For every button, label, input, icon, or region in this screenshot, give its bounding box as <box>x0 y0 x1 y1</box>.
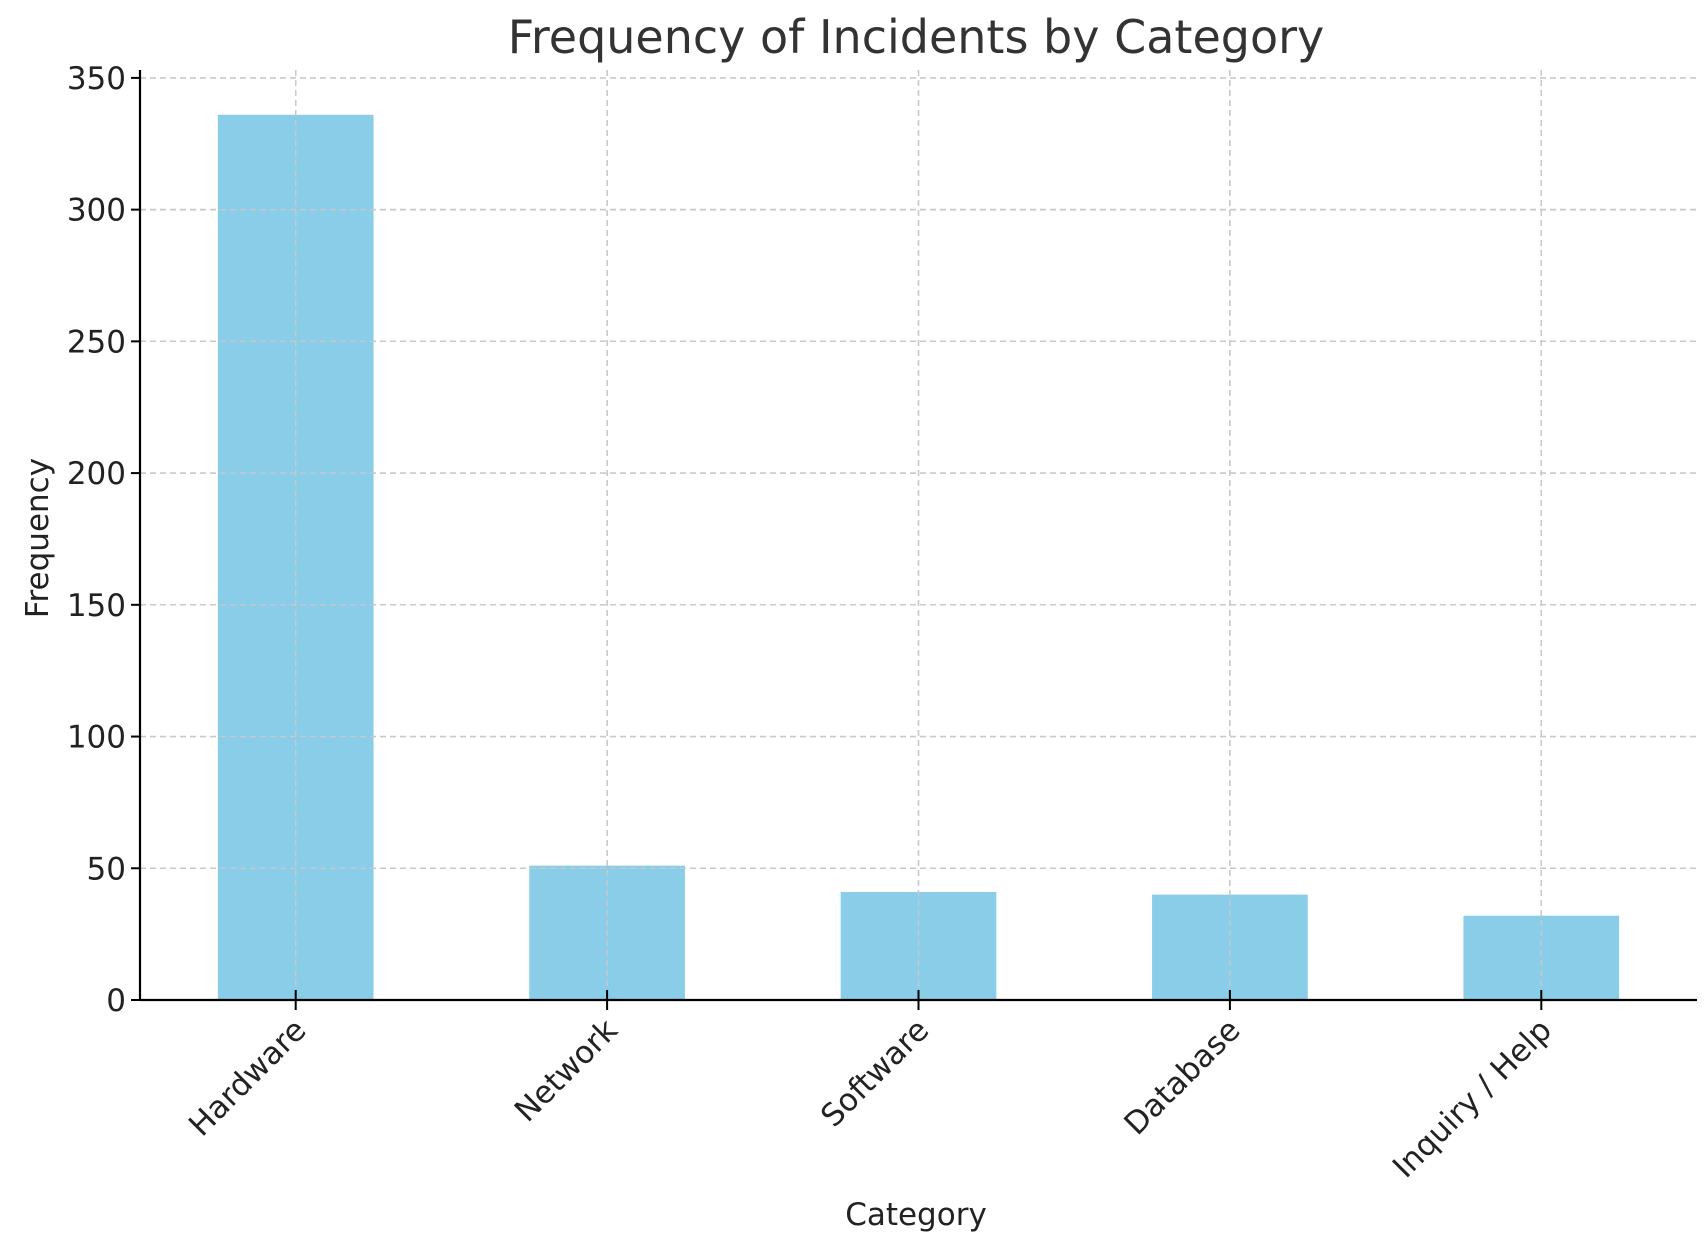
y-tick-label: 350 <box>67 61 126 97</box>
y-tick-label: 100 <box>67 720 126 756</box>
y-tick-label: 50 <box>87 851 126 887</box>
y-tick-label: 0 <box>106 983 126 1019</box>
y-tick-label: 150 <box>67 588 126 624</box>
x-tick-label: Hardware <box>182 1012 313 1143</box>
x-axis-title: Category <box>845 1197 987 1233</box>
chart-title: Frequency of Incidents by Category <box>508 10 1324 64</box>
x-tick-label: Database <box>1118 1012 1248 1142</box>
y-tick-label: 300 <box>67 193 126 229</box>
x-tick-label: Software <box>814 1012 936 1134</box>
bar-hardware <box>217 114 374 1000</box>
y-tick-label: 200 <box>67 456 126 492</box>
bar-inquiry-help <box>1463 915 1620 1000</box>
x-tick-label: Inquiry / Help <box>1386 1012 1559 1185</box>
axis-layer <box>131 70 1697 1010</box>
x-tick-label: Network <box>508 1012 625 1129</box>
bar-layer <box>140 70 1697 1000</box>
y-tick-label: 250 <box>67 324 126 360</box>
y-axis-title: Frequency <box>20 458 56 618</box>
